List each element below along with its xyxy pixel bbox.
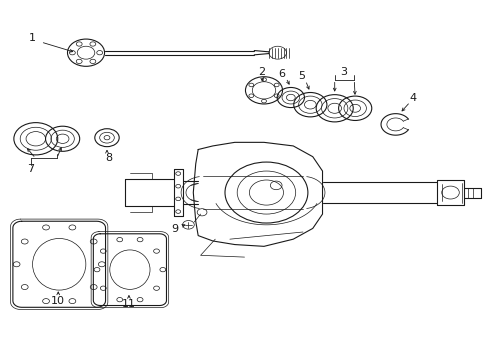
Text: 8: 8 — [105, 153, 112, 163]
Text: 2: 2 — [258, 67, 264, 77]
Text: 4: 4 — [408, 93, 415, 103]
Text: 10: 10 — [51, 296, 65, 306]
Text: 6: 6 — [278, 69, 285, 79]
Text: 5: 5 — [298, 71, 305, 81]
Text: 1: 1 — [29, 33, 36, 43]
Text: 11: 11 — [122, 300, 136, 310]
Text: 7: 7 — [27, 164, 35, 174]
Text: 9: 9 — [171, 224, 179, 234]
Text: 3: 3 — [339, 67, 346, 77]
